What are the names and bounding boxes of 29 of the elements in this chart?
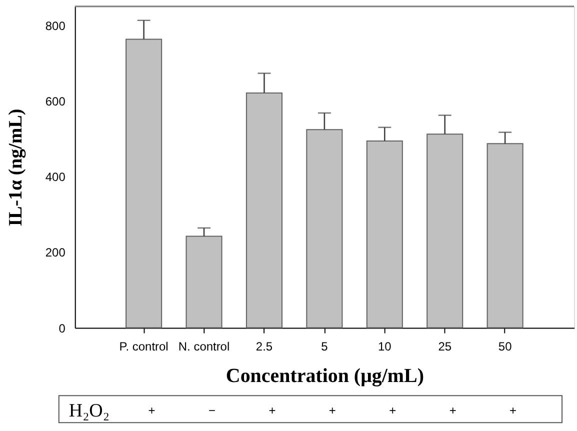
text: H₂O₂ xyxy=(68,400,110,422)
y-tick-label: 200 xyxy=(45,246,66,260)
x-tick-label: 10 xyxy=(378,339,392,354)
text: + xyxy=(268,404,276,418)
text: + xyxy=(328,404,336,418)
x-tick-label: 2.5 xyxy=(256,339,273,354)
text: + xyxy=(510,404,517,418)
bar xyxy=(126,38,162,328)
bar xyxy=(426,134,464,328)
y-tick-label: 600 xyxy=(45,94,66,108)
bar xyxy=(366,140,403,328)
text: + xyxy=(148,404,156,418)
bar xyxy=(306,129,343,328)
text: + xyxy=(449,404,456,418)
x-tick-label: 50 xyxy=(498,339,512,354)
bar xyxy=(186,236,222,328)
x-tick-label: 5 xyxy=(321,339,328,354)
y-axis-title: IL-1α (ng/mL) xyxy=(5,108,26,226)
y-tick-label: 800 xyxy=(45,18,66,33)
text: − xyxy=(208,404,216,418)
x-tick-label: 25 xyxy=(438,339,452,354)
bar xyxy=(486,143,524,328)
y-tick-label: 400 xyxy=(45,170,66,184)
x-tick-label: N. control xyxy=(178,339,230,354)
bar xyxy=(246,92,282,328)
x-tick-label: P. control xyxy=(119,339,168,354)
text: + xyxy=(389,404,396,418)
y-tick-label: 0 xyxy=(58,321,66,336)
x-axis-title: Concentration (μg/mL) xyxy=(226,365,424,388)
